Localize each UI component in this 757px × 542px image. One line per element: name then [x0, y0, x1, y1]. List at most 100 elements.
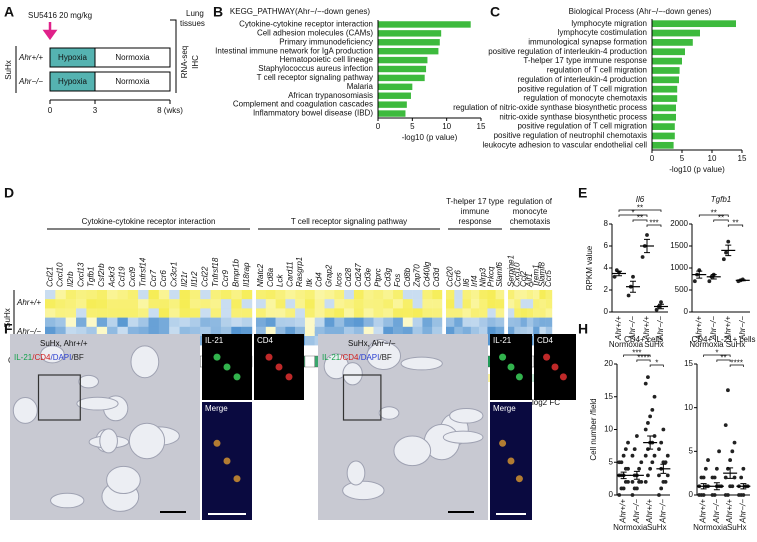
data-point [726, 493, 730, 497]
heatmap-cell [256, 326, 266, 337]
data-point [659, 300, 663, 304]
gene-label: Ccr7 [149, 270, 158, 287]
gene-label: Tgfb1 [87, 267, 96, 287]
category-label: positive regulation of neutrophil chemot… [494, 131, 647, 140]
heatmap-cell [158, 326, 170, 337]
data-point [707, 279, 712, 284]
cell-signal [507, 363, 515, 371]
heatmap-cell [55, 326, 66, 337]
cell-signal [551, 363, 559, 371]
heatmap-cell [138, 290, 149, 300]
heatmap-cell [107, 308, 118, 318]
data-point [726, 388, 730, 393]
heatmap-cell [169, 299, 180, 309]
channel-label: CD4 [257, 336, 274, 345]
data-point [645, 233, 649, 237]
data-point [706, 458, 710, 462]
endpoint-bracket [170, 19, 177, 93]
data-point [643, 453, 648, 458]
heatmap-cell [241, 299, 253, 309]
heatmap-cell [76, 290, 87, 300]
phase-label: Normoxia [115, 77, 150, 86]
bar [378, 21, 471, 28]
heatmap-cell [117, 290, 128, 300]
data-point [648, 414, 653, 419]
significance-bracket [727, 224, 744, 227]
y-tick-label: 0 [609, 490, 614, 499]
heatmap-cell [256, 290, 266, 300]
group-label: SuHx [644, 340, 664, 349]
category-label: Ahr−/− [658, 499, 667, 524]
heatmap-cell [454, 317, 463, 327]
data-point [639, 480, 644, 484]
data-point [721, 257, 726, 262]
category-label: regulation of nitric-oxide synthase bios… [453, 103, 647, 112]
heatmap-cell [432, 290, 443, 300]
category-label: Ahr−/− [738, 499, 747, 524]
chart-title: CD4+ cells [624, 335, 663, 344]
panel-label: D [4, 185, 14, 201]
significance-label: *** [649, 219, 658, 228]
heatmap-cell [96, 326, 108, 337]
gene-label: Ccr6 [454, 270, 463, 287]
heatmap-cell [200, 317, 211, 327]
error-bar [660, 463, 667, 474]
heatmap-cell [520, 308, 528, 318]
tissue-space [106, 465, 141, 495]
data-point [632, 447, 637, 452]
heatmap-cell [462, 299, 472, 309]
heatmap-cell [412, 290, 423, 300]
treatment-label: SU5416 20 mg/kg [28, 11, 92, 20]
category-label: Hematopoietic cell lineage [280, 55, 374, 64]
heatmap-cell [402, 326, 413, 337]
gene-label: Prkcq [487, 266, 496, 287]
heatmap-cell [422, 317, 433, 327]
group-label: Normoxia [693, 523, 728, 532]
error-bar [616, 270, 622, 277]
x-tick-label: 5 [680, 154, 685, 163]
bar [652, 57, 682, 65]
heatmap-cell [45, 290, 56, 300]
category-label: Intestinal immune network for IgA produc… [215, 46, 373, 55]
gene-label: Lck [276, 274, 285, 287]
heatmap-cell [65, 290, 77, 300]
bar [378, 110, 406, 117]
genotype-label: Ahr−/− [18, 77, 43, 86]
stain-part: IL-21 [322, 353, 341, 362]
heatmap-cell [231, 299, 242, 309]
heatmap-cell [324, 326, 335, 337]
cell-signal [233, 475, 241, 483]
significance-label: ** [637, 214, 643, 223]
stain-part: IL-21 [14, 353, 33, 362]
heatmap-cell [334, 299, 345, 309]
heatmap-cell [295, 317, 306, 327]
category-label: Ahr−/− [656, 316, 665, 341]
bar [652, 39, 693, 46]
heatmap-cell [107, 290, 118, 300]
pathway-title: response [459, 217, 492, 226]
y-tick-label: 10 [604, 425, 613, 434]
channel-label: IL-21 [205, 336, 224, 345]
heatmap-cell [304, 299, 315, 309]
x-tick-label: 10 [442, 122, 451, 131]
tissue-space [99, 428, 118, 454]
data-point [717, 449, 721, 454]
heatmap-cell [487, 317, 496, 327]
error-bar [727, 467, 734, 479]
heatmap-cell [432, 299, 443, 309]
zoom-box [342, 374, 382, 421]
heatmap-cell [324, 308, 335, 318]
group-label: SuHx [3, 308, 12, 328]
data-point [626, 293, 631, 298]
group-label: Normoxia [613, 523, 648, 532]
heatmap-cell [241, 308, 253, 318]
heatmap-cell [393, 299, 404, 309]
cell-signal [223, 457, 231, 465]
gene-label: Cxcl10 [56, 262, 65, 287]
gene-label: Il6 [462, 278, 471, 287]
category-label: Ahr+/+ [645, 499, 654, 524]
data-point [631, 274, 635, 279]
heatmap-cell [470, 290, 480, 300]
heatmap-cell [514, 290, 521, 300]
heatmap-cell [383, 299, 394, 309]
